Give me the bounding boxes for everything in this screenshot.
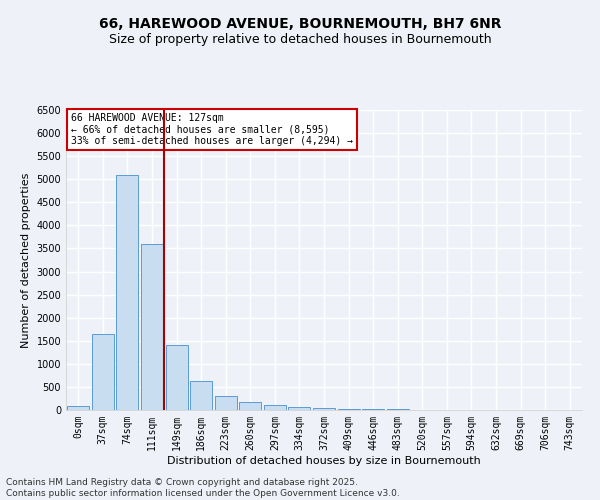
Y-axis label: Number of detached properties: Number of detached properties — [21, 172, 31, 348]
Text: Contains HM Land Registry data © Crown copyright and database right 2025.
Contai: Contains HM Land Registry data © Crown c… — [6, 478, 400, 498]
Bar — [92, 334, 114, 410]
Bar — [313, 408, 335, 410]
Text: 66 HAREWOOD AVENUE: 127sqm
← 66% of detached houses are smaller (8,595)
33% of s: 66 HAREWOOD AVENUE: 127sqm ← 66% of deta… — [71, 113, 353, 146]
X-axis label: Distribution of detached houses by size in Bournemouth: Distribution of detached houses by size … — [167, 456, 481, 466]
Bar — [215, 396, 237, 410]
Bar — [289, 407, 310, 410]
Bar — [141, 244, 163, 410]
Bar — [190, 382, 212, 410]
Bar — [67, 406, 89, 410]
Bar — [362, 409, 384, 410]
Bar — [239, 402, 262, 410]
Text: Size of property relative to detached houses in Bournemouth: Size of property relative to detached ho… — [109, 32, 491, 46]
Bar — [338, 408, 359, 410]
Bar — [264, 405, 286, 410]
Text: 66, HAREWOOD AVENUE, BOURNEMOUTH, BH7 6NR: 66, HAREWOOD AVENUE, BOURNEMOUTH, BH7 6N… — [99, 18, 501, 32]
Bar — [166, 346, 188, 410]
Bar — [116, 174, 139, 410]
